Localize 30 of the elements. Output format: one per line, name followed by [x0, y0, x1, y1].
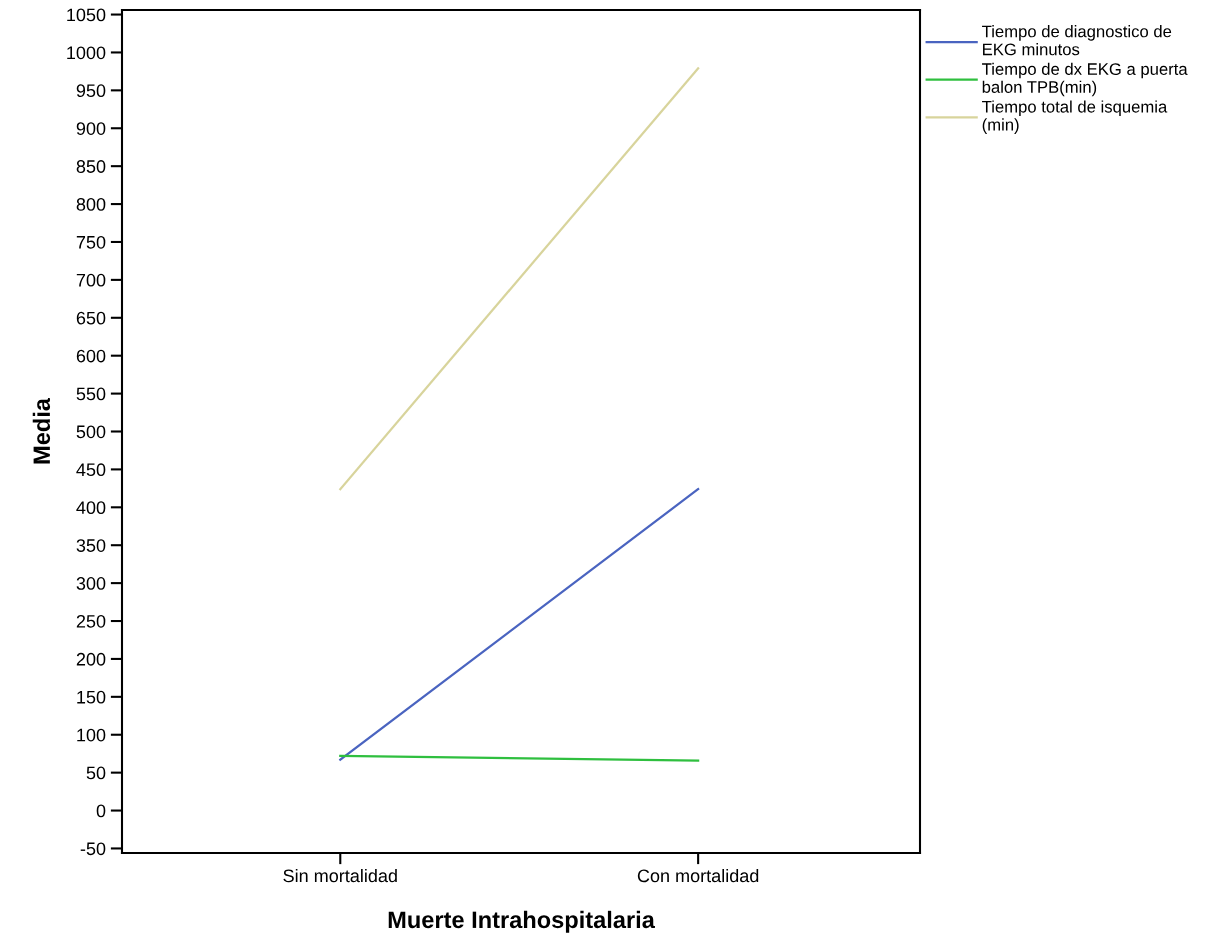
y-tick-label: 200: [76, 652, 106, 666]
y-tick-label: -50: [80, 842, 106, 856]
legend-label: Tiempo de diagnostico de EKG minutos: [982, 25, 1172, 56]
y-tick-label: 50: [86, 766, 106, 780]
y-tick-label: 650: [76, 311, 106, 325]
y-tick-label: 450: [76, 463, 106, 477]
y-tick-label: 700: [76, 273, 106, 287]
legend-label: Tiempo total de isquemia (min): [982, 100, 1168, 134]
y-tick-label: 900: [76, 122, 106, 135]
y-tick-label: 750: [76, 235, 106, 249]
y-tick-label: 350: [76, 539, 106, 552]
y-tick-label: 1050: [67, 8, 106, 22]
x-axis-title: Muerte Intrahospitalaria: [388, 910, 655, 933]
y-tick-label: 250: [76, 614, 106, 628]
y-tick-label: 950: [76, 84, 106, 98]
y-tick-label: 550: [76, 387, 106, 401]
y-tick-label: 150: [77, 690, 106, 704]
y-tick-label: 800: [76, 198, 106, 211]
x-tick-label: Sin mortalidad: [283, 868, 397, 883]
legend-label: Tiempo de dx EKG a puerta balon TPB(min): [982, 62, 1188, 97]
y-tick-label: 100: [77, 728, 106, 742]
y-tick-label: 1000: [67, 46, 106, 60]
y-tick-label: 0: [96, 804, 106, 818]
y-axis-title: Media: [32, 397, 51, 464]
y-tick-label: 850: [76, 160, 106, 173]
x-tick-label: Con mortalidad: [637, 868, 759, 883]
y-tick-label: 600: [76, 349, 106, 363]
y-tick-label: 500: [76, 425, 106, 439]
y-tick-label: 300: [76, 577, 106, 590]
y-tick-label: 400: [76, 501, 106, 515]
